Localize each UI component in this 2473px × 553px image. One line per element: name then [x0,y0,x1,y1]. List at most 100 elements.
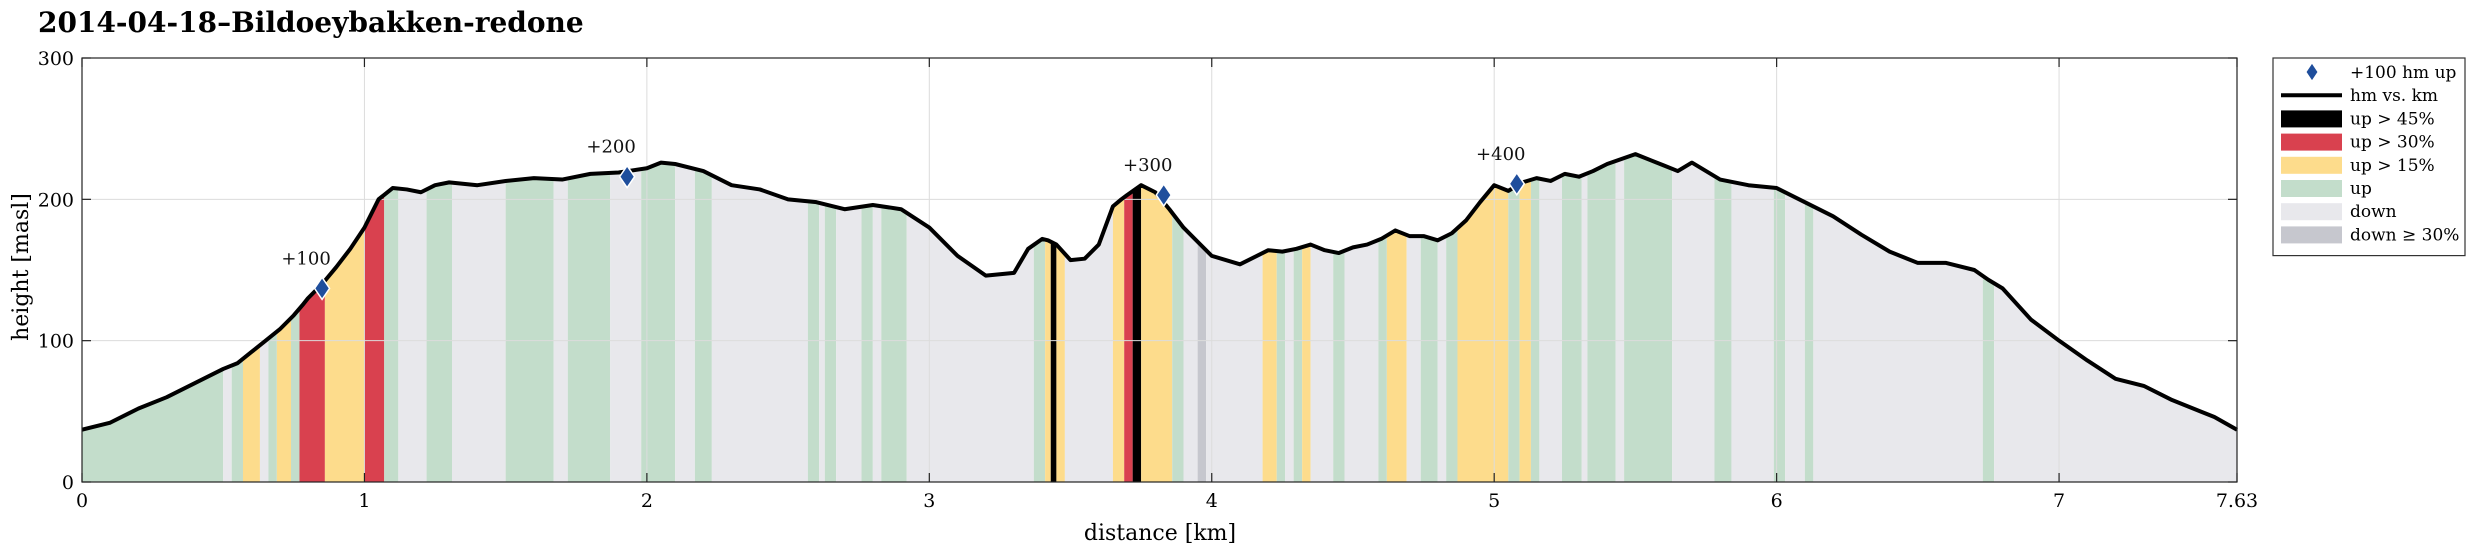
x-tick-label: 2 [641,490,653,512]
legend-swatch [2281,133,2342,151]
band-up-15 [1112,197,1125,483]
hm-marker-diamond [313,276,331,301]
band-down [1310,244,1334,482]
band-up [426,182,452,482]
band-up [231,358,243,482]
band-up [1982,275,1995,482]
band-up-45 [1050,241,1057,482]
y-tick-label: 300 [38,48,74,70]
legend: +100 hm up hm vs. km up > 45% up > 30% up > … [2272,57,2466,257]
band-up [881,206,907,482]
band-up-30 [299,280,325,482]
band-up [505,178,554,482]
legend-label: up [2350,179,2372,199]
band-up-15 [276,318,292,482]
band-up-30 [1124,191,1133,483]
band-down [1344,240,1379,482]
band-down [1731,181,1774,483]
band-down [1183,227,1198,482]
band-up [1587,161,1616,483]
band-down [610,169,642,482]
legend-label: up > 45% [2350,109,2435,129]
band-up [1172,212,1184,482]
hm-marker-label: +300 [1123,155,1172,176]
band-down [223,365,232,482]
band-down [1672,162,1715,482]
band-up [1033,238,1046,482]
band-up [1420,236,1438,482]
band-up-15 [324,227,365,482]
band-up [1773,187,1786,482]
band-up-45 [1132,185,1142,482]
band-up [268,331,277,482]
band-up-15 [1056,244,1065,482]
hm-marker-diamond [1508,171,1526,197]
legend-swatch [2281,226,2342,244]
legend-diamond-icon [2305,62,2319,82]
band-up [82,368,224,482]
y-tick-label: 200 [38,189,74,211]
band-up [567,172,611,483]
x-tick-label: 3 [923,490,935,512]
band-up-15 [1302,244,1311,482]
legend-swatch [2281,203,2342,221]
legend-swatch [2281,180,2342,197]
legend-label: up > 15% [2350,156,2435,176]
y-axis-label: height [masl] [9,193,34,341]
legend-label: down ≥ 30% [2350,225,2459,245]
band-down [1994,283,2237,482]
band-down [1813,206,1983,482]
band-up-15 [1386,230,1407,482]
legend-label: up > 30% [2350,133,2435,153]
band-down [1285,249,1294,482]
band-up-15 [1262,250,1277,482]
band-up [1508,184,1520,482]
band-down [1064,206,1113,482]
band-up [384,188,399,482]
band-down [553,178,568,482]
legend-swatch [2281,156,2342,174]
band-up [641,162,676,482]
band-up-15 [1519,179,1531,482]
legend-label: +100 hm up [2350,63,2457,83]
band-up [1276,251,1286,482]
legend-label: down [2350,202,2397,222]
band-up [1446,228,1458,482]
band-down [1539,175,1562,482]
legend-label: hm vs. km [2350,86,2438,106]
x-tick-label: 6 [1771,490,1783,512]
x-tick-label: 1 [358,490,370,512]
band-up [1804,202,1814,482]
band-up [824,204,837,482]
band-up-15 [1457,185,1509,482]
band-up [1293,247,1303,482]
band-down [675,164,695,482]
y-tick-label: 100 [38,331,74,353]
band-down [1406,234,1421,482]
band-up [1530,178,1540,482]
legend-swatch [2281,110,2342,128]
band-down [1581,173,1588,482]
band-down [906,212,1034,482]
band-up-15 [242,345,260,482]
band-down [1785,192,1805,482]
x-tick-label: 7.63 [2216,490,2258,512]
axis-ticks: 0 1 2 3 4 5 6 7 7.63 0 100 200 300 [38,48,2258,512]
band-up [291,308,300,482]
band-up-15 [1045,239,1051,482]
elevation-markers: +100 +200 +300 +400 [281,137,1526,301]
band-up [1561,173,1582,483]
hm-marker-label: +200 [586,137,635,158]
band-down [1206,250,1263,482]
x-tick-label: 7 [2053,490,2065,512]
y-tick-label: 0 [62,472,74,494]
band-up [807,201,820,482]
band-down [451,180,506,482]
band-up-30 [364,194,385,482]
band-down [836,206,862,482]
band-up [694,168,712,483]
hm-marker-label: +100 [281,248,330,269]
band-up [861,204,873,482]
x-tick-label: 5 [1488,490,1500,512]
